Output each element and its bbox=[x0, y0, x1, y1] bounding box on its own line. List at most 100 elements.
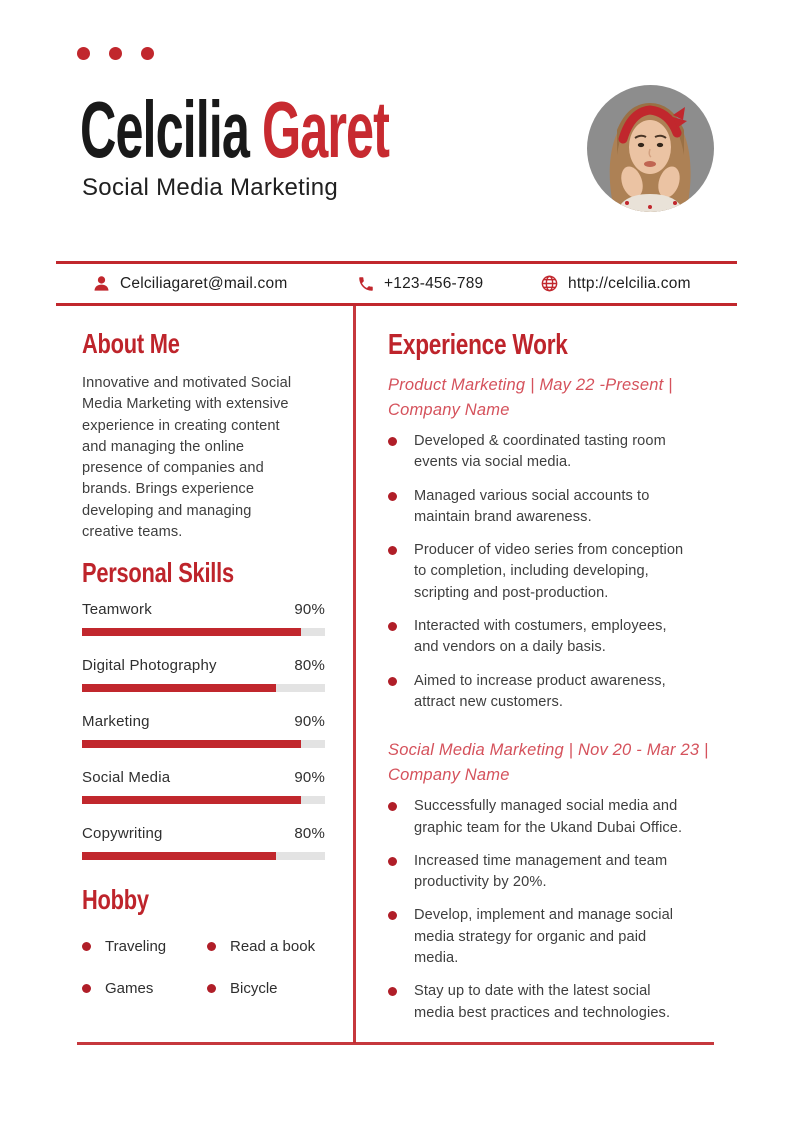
job-title: Social Media Marketing bbox=[82, 174, 339, 201]
job-heading: Social Media Marketing | Nov 20 - Mar 23… bbox=[388, 741, 709, 784]
hobby-item: Traveling bbox=[82, 938, 207, 955]
dot-icon bbox=[141, 47, 154, 60]
skill-row: Digital Photography 80% bbox=[82, 657, 325, 693]
bullet-text: Managed various social accounts to maint… bbox=[414, 487, 650, 525]
profile-photo-illustration bbox=[587, 85, 714, 212]
last-name: Garet bbox=[262, 85, 390, 174]
skill-line: Digital Photography 80% bbox=[82, 657, 325, 675]
bottom-rule bbox=[77, 1042, 714, 1045]
skill-line: Teamwork 90% bbox=[82, 601, 325, 619]
bullet-dot-icon bbox=[388, 676, 397, 686]
email-text: Celciliagaret@mail.com bbox=[120, 274, 288, 292]
skill-label: Marketing bbox=[82, 713, 150, 731]
column-divider bbox=[353, 306, 356, 1043]
bullet-item: Stay up to date with the latest social m… bbox=[388, 981, 714, 1024]
skill-bar-fill bbox=[82, 740, 301, 749]
hobby-list: Traveling Read a book Games Bicycle bbox=[82, 938, 325, 997]
hobby-label: Games bbox=[105, 980, 154, 998]
bullet-item: Increased time management and team produ… bbox=[388, 851, 714, 894]
skill-bar-fill bbox=[82, 796, 301, 805]
bullet-dot-icon bbox=[207, 984, 216, 994]
skill-line: Social Media 90% bbox=[82, 769, 325, 787]
hobby-label: Read a book bbox=[230, 938, 316, 956]
contact-website: http://celcilia.com bbox=[540, 264, 691, 303]
phone-text: +123-456-789 bbox=[384, 274, 484, 292]
job-entry: Social Media Marketing | Nov 20 - Mar 23… bbox=[388, 738, 714, 1024]
bullet-text: Increased time management and team produ… bbox=[414, 852, 668, 891]
person-name: Celcilia Garet bbox=[80, 90, 390, 170]
job-bullet-list: Successfully managed social media and gr… bbox=[388, 796, 714, 1024]
bullet-item: Managed various social accounts to maint… bbox=[388, 486, 714, 529]
contact-email: Celciliagaret@mail.com bbox=[92, 264, 287, 303]
section-title-experience: Experience Work bbox=[388, 329, 568, 361]
dot-icon bbox=[77, 47, 90, 60]
bullet-dot-icon bbox=[82, 942, 91, 952]
skill-label: Teamwork bbox=[82, 601, 152, 619]
skill-bar-fill bbox=[82, 684, 277, 693]
bullet-text: Developed & coordinated tasting room eve… bbox=[414, 433, 666, 471]
skill-percent: 90% bbox=[294, 713, 325, 731]
skill-line: Marketing 90% bbox=[82, 713, 325, 731]
skill-row: Copywriting 80% bbox=[82, 825, 325, 861]
contact-bar: Celciliagaret@mail.com +123-456-789 http… bbox=[56, 261, 737, 306]
job-heading: Product Marketing | May 22 -Present | Co… bbox=[388, 376, 673, 419]
skill-percent: 80% bbox=[294, 657, 325, 675]
skill-line: Copywriting 80% bbox=[82, 825, 325, 843]
contact-phone: +123-456-789 bbox=[357, 264, 483, 303]
about-text: Innovative and motivated Social Media Ma… bbox=[82, 375, 292, 541]
bullet-text: Interacted with costumers, employees, an… bbox=[414, 618, 667, 656]
hobby-item: Games bbox=[82, 980, 207, 997]
skill-bar-fill bbox=[82, 628, 301, 637]
bullet-dot-icon bbox=[388, 546, 397, 556]
first-name: Celcilia bbox=[80, 85, 250, 174]
skill-label: Digital Photography bbox=[82, 657, 217, 675]
bullet-item: Developed & coordinated tasting room eve… bbox=[388, 431, 714, 474]
bullet-item: Successfully managed social media and gr… bbox=[388, 796, 714, 839]
section-title-about: About Me bbox=[82, 328, 180, 359]
bullet-text: Producer of video series from conception… bbox=[414, 542, 684, 601]
bullet-dot-icon bbox=[207, 942, 216, 952]
bullet-text: Develop, implement and manage social med… bbox=[414, 907, 674, 967]
section-title-hobby: Hobby bbox=[82, 884, 149, 916]
bullet-text: Aimed to increase product awareness, att… bbox=[414, 672, 666, 710]
dot-icon bbox=[109, 47, 122, 60]
bullet-text: Stay up to date with the latest social m… bbox=[414, 983, 671, 1021]
bullet-dot-icon bbox=[388, 802, 397, 812]
bullet-dot-icon bbox=[388, 856, 397, 866]
bullet-dot-icon bbox=[388, 622, 397, 632]
hobby-label: Bicycle bbox=[230, 980, 278, 998]
hobby-item: Read a book bbox=[207, 938, 325, 955]
skill-bar-fill bbox=[82, 852, 277, 861]
left-column: About Me Innovative and motivated Social… bbox=[82, 330, 325, 997]
skill-row: Teamwork 90% bbox=[82, 601, 325, 637]
skill-bar-track bbox=[82, 852, 325, 861]
bullet-dot-icon bbox=[388, 911, 397, 921]
right-column: Experience Work Product Marketing | May … bbox=[388, 330, 714, 1036]
job-entry: Product Marketing | May 22 -Present | Co… bbox=[388, 373, 714, 713]
skill-bar-track bbox=[82, 796, 325, 805]
skill-row: Social Media 90% bbox=[82, 769, 325, 805]
skill-label: Copywriting bbox=[82, 825, 163, 843]
bullet-item: Aimed to increase product awareness, att… bbox=[388, 671, 714, 714]
profile-photo bbox=[587, 85, 714, 212]
skill-bar-track bbox=[82, 740, 325, 749]
section-title-skills: Personal Skills bbox=[82, 557, 234, 589]
skill-percent: 90% bbox=[294, 769, 325, 787]
bullet-dot-icon bbox=[388, 987, 397, 997]
bullet-item: Producer of video series from conception… bbox=[388, 540, 714, 604]
bullet-text: Successfully managed social media and gr… bbox=[414, 798, 683, 836]
skill-percent: 90% bbox=[294, 601, 325, 619]
bullet-dot-icon bbox=[388, 491, 397, 501]
jobs-list: Product Marketing | May 22 -Present | Co… bbox=[388, 373, 714, 1024]
globe-icon bbox=[541, 275, 558, 292]
skills-list: Teamwork 90% Digital Photography 80% bbox=[82, 601, 325, 861]
skill-percent: 80% bbox=[294, 825, 325, 843]
job-bullet-list: Developed & coordinated tasting room eve… bbox=[388, 431, 714, 713]
skill-label: Social Media bbox=[82, 769, 171, 787]
bullet-item: Interacted with costumers, employees, an… bbox=[388, 616, 714, 659]
website-text: http://celcilia.com bbox=[568, 274, 691, 292]
hobby-item: Bicycle bbox=[207, 980, 325, 997]
person-icon bbox=[94, 276, 109, 291]
bullet-item: Develop, implement and manage social med… bbox=[388, 905, 714, 969]
